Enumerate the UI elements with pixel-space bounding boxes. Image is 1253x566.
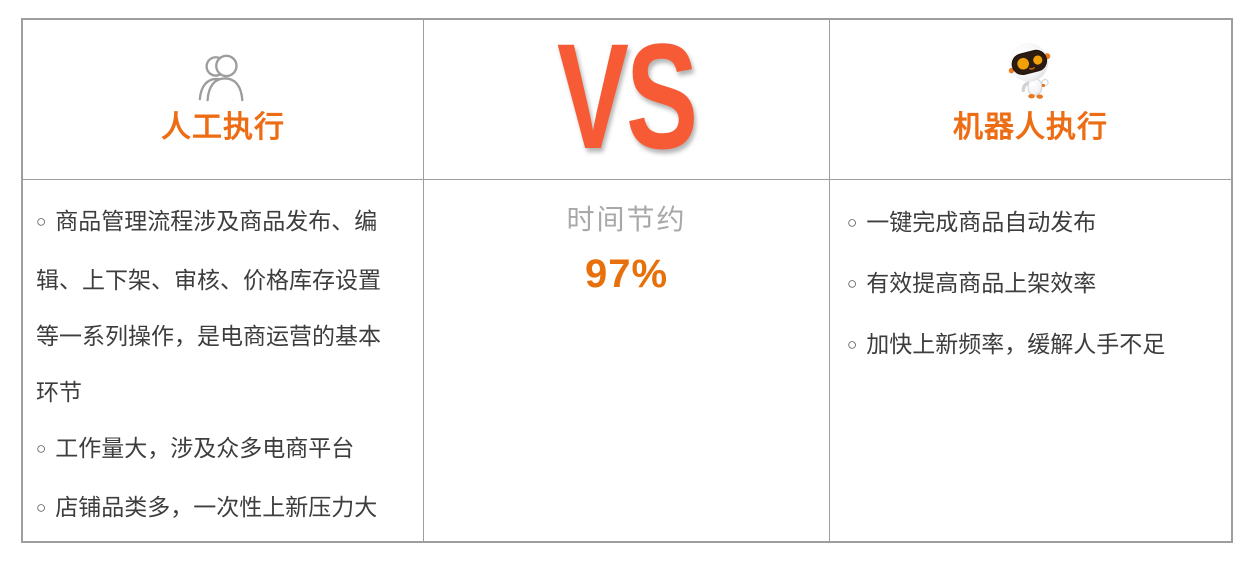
bullet-icon: ○ (847, 335, 858, 354)
item-text: 工作量大，涉及众多电商平台 (55, 435, 355, 461)
time-saving-value: 97% (584, 252, 669, 296)
item-text: 有效提高商品上架效率 (866, 270, 1097, 296)
vs-label: VS (557, 11, 698, 180)
list-item: ○ 工作量大，涉及众多电商平台 (36, 420, 393, 479)
manual-bullet-list: ○ 商品管理流程涉及商品发布、编辑、上下架、审核、价格库存设置等一系列操作，是电商… (23, 180, 424, 541)
bullet-icon: ○ (36, 212, 47, 231)
item-text: 加快上新频率，缓解人手不足 (866, 331, 1166, 357)
bullet-icon: ○ (847, 274, 858, 293)
comparison-table: 人工执行 VS (21, 18, 1233, 543)
bullet-icon: ○ (36, 498, 47, 517)
robot-title: 机器人执行 (953, 111, 1108, 144)
list-item: ○ 店铺品类多，一次性上新压力大 (36, 479, 393, 538)
time-saving-cell: 时间节约 97% (424, 180, 830, 541)
bullet-icon: ○ (847, 213, 858, 232)
manual-header-cell: 人工执行 (23, 20, 424, 180)
robot-header-cell: 机器人执行 (830, 20, 1231, 180)
item-text: 店铺品类多，一次性上新压力大 (55, 494, 378, 520)
time-saving-label: 时间节约 (566, 204, 687, 235)
item-text: 商品管理流程涉及商品发布、编辑、上下架、审核、价格库存设置等一系列操作，是电商运… (36, 208, 381, 405)
list-item: ○ 有效提高商品上架效率 (847, 254, 1213, 315)
vs-header-cell: VS (424, 20, 830, 180)
people-icon (196, 40, 250, 102)
robot-icon (1000, 40, 1062, 102)
bullet-icon: ○ (36, 439, 47, 458)
robot-bullet-list: ○ 一键完成商品自动发布 ○ 有效提高商品上架效率 ○ 加快上新频率，缓解人手不足 (830, 180, 1231, 541)
manual-title: 人工执行 (161, 111, 285, 144)
item-text: 一键完成商品自动发布 (866, 209, 1097, 235)
list-item: ○ 商品管理流程涉及商品发布、编辑、上下架、审核、价格库存设置等一系列操作，是电商… (36, 193, 393, 420)
list-item: ○ 加快上新频率，缓解人手不足 (847, 315, 1213, 376)
list-item: ○ 一键完成商品自动发布 (847, 193, 1213, 254)
